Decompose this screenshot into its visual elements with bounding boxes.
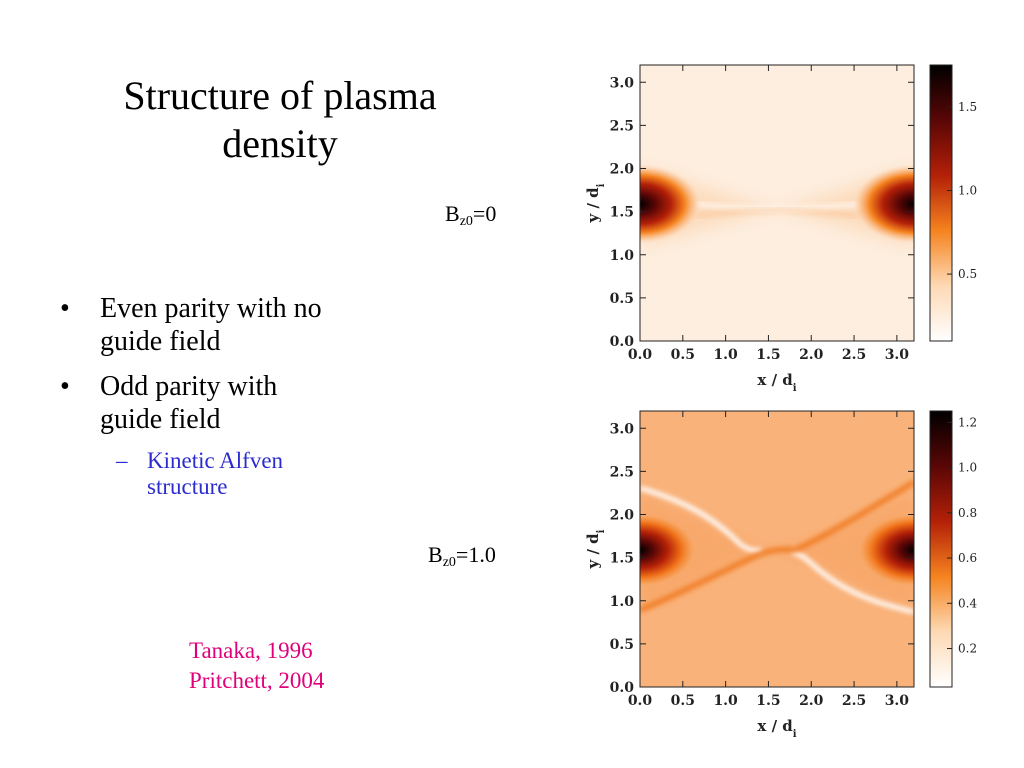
label-subscript: z0 bbox=[459, 214, 473, 229]
label-bz0-zero: Bz0=0 bbox=[445, 201, 496, 230]
y-axis-label: y / di bbox=[584, 529, 607, 569]
y-axis-label-sub: i bbox=[596, 529, 607, 533]
colorbar-tick-label: 1.5 bbox=[958, 100, 977, 114]
x-tick-label: 1.5 bbox=[756, 693, 780, 709]
title-line-2: density bbox=[222, 121, 338, 166]
colorbar-tick-label: 1.0 bbox=[958, 183, 977, 197]
colorbar-tick-label: 1.0 bbox=[958, 461, 977, 475]
x-tick-label: 0.0 bbox=[628, 347, 653, 363]
references: Tanaka, 1996 Pritchett, 2004 bbox=[189, 636, 324, 696]
y-axis-label-text: y / d bbox=[584, 533, 602, 570]
x-tick-label: 0.5 bbox=[671, 693, 695, 709]
x-tick-label: 1.5 bbox=[756, 347, 780, 363]
plot-frame bbox=[639, 410, 915, 688]
bullet-1-line-2: guide field bbox=[100, 326, 221, 357]
bullet-item-2: • Odd parity with guide field bbox=[60, 370, 400, 436]
bullet-item-1: • Even parity with no guide field bbox=[60, 292, 400, 358]
density-field bbox=[640, 65, 914, 341]
bullet-2-line-2: guide field bbox=[100, 404, 221, 435]
y-tick-label: 1.0 bbox=[610, 248, 635, 264]
y-tick-label: 1.5 bbox=[610, 551, 634, 567]
colorbar-tick-label: 0.6 bbox=[958, 551, 977, 565]
label-base: B bbox=[428, 542, 443, 567]
bullet-glyph: • bbox=[60, 371, 70, 402]
colorbar bbox=[929, 410, 953, 688]
sub-bullet-line-2: structure bbox=[147, 474, 228, 499]
colorbar-tick-label: 0.8 bbox=[958, 506, 977, 520]
y-tick-label: 0.5 bbox=[610, 637, 634, 653]
y-tick-label: 3.0 bbox=[610, 421, 635, 437]
x-tick-label: 0.5 bbox=[671, 347, 695, 363]
label-bz0-one: Bz0=1.0 bbox=[428, 542, 496, 571]
label-base: B bbox=[445, 201, 460, 226]
density-plot-svg: 0.0 0.5 1.0 1.5 2.0 2.5 3.0 0.0 0.5 1.0 1.5 2.0 2.5 3… bbox=[584, 410, 977, 740]
slide-title: Structure of plasma density bbox=[80, 72, 480, 168]
x-axis-label-sub: i bbox=[793, 729, 797, 740]
y-tick-label: 2.5 bbox=[610, 464, 634, 480]
colorbar bbox=[929, 64, 953, 342]
reference-pritchett: Pritchett, 2004 bbox=[189, 668, 325, 693]
reference-tanaka: Tanaka, 1996 bbox=[189, 638, 313, 663]
density-plot-no-guide-field: 0.0 0.5 1.0 1.5 2.0 2.5 3.0 0.0 0.5 1.0 1.5 2.0 2.5 3… bbox=[560, 58, 1000, 398]
y-tick-label: 2.0 bbox=[610, 508, 635, 524]
y-tick-label: 1.5 bbox=[610, 205, 634, 221]
sub-bullet-line-1: Kinetic Alfven bbox=[147, 448, 284, 473]
x-tick-label: 1.0 bbox=[713, 347, 738, 363]
density-field bbox=[640, 411, 914, 687]
y-axis-label-text: y / d bbox=[584, 187, 602, 224]
y-tick-label: 2.0 bbox=[610, 162, 635, 178]
x-tick-label: 2.5 bbox=[842, 693, 866, 709]
y-tick-label: 0.0 bbox=[610, 680, 635, 696]
bullet-list: • Even parity with no guide field • Odd … bbox=[60, 292, 400, 500]
sub-bullet-glyph: – bbox=[116, 448, 128, 473]
title-line-1: Structure of plasma bbox=[123, 73, 437, 118]
x-axis-label-text: x / d bbox=[757, 371, 793, 389]
density-plot-svg: 0.0 0.5 1.0 1.5 2.0 2.5 3.0 0.0 0.5 1.0 1.5 2.0 2.5 3… bbox=[584, 64, 977, 394]
bullet-2-line-1: Odd parity with bbox=[100, 371, 278, 402]
colorbar-tick-label: 0.4 bbox=[958, 596, 977, 610]
y-tick-label: 0.5 bbox=[610, 291, 634, 307]
y-tick-label: 0.0 bbox=[610, 334, 635, 350]
x-tick-label: 2.5 bbox=[842, 347, 866, 363]
density-plot-guide-field: 0.0 0.5 1.0 1.5 2.0 2.5 3.0 0.0 0.5 1.0 1.5 2.0 2.5 3… bbox=[560, 404, 1000, 744]
label-value: =1.0 bbox=[455, 542, 496, 567]
y-axis-label: y / di bbox=[584, 183, 607, 223]
x-axis-label: x / di bbox=[757, 717, 796, 740]
colorbar-tick-label: 0.2 bbox=[958, 642, 977, 656]
colorbar-tick-label: 1.2 bbox=[958, 415, 977, 429]
sub-bullet-item: – Kinetic Alfven structure bbox=[116, 448, 400, 500]
bullet-glyph: • bbox=[60, 293, 70, 324]
x-tick-label: 3.0 bbox=[885, 693, 910, 709]
x-tick-label: 2.0 bbox=[799, 347, 824, 363]
x-axis-label-text: x / d bbox=[757, 717, 793, 735]
x-tick-label: 1.0 bbox=[713, 693, 738, 709]
x-tick-label: 0.0 bbox=[628, 693, 653, 709]
x-axis-label: x / di bbox=[757, 371, 796, 394]
y-tick-label: 3.0 bbox=[610, 75, 635, 91]
x-axis-label-sub: i bbox=[793, 383, 797, 394]
label-subscript: z0 bbox=[442, 555, 456, 570]
plot-frame bbox=[639, 64, 915, 342]
y-tick-label: 2.5 bbox=[610, 118, 634, 134]
y-axis-label-sub: i bbox=[596, 183, 607, 187]
colorbar-tick-label: 0.5 bbox=[958, 267, 977, 281]
bullet-1-line-1: Even parity with no bbox=[100, 293, 322, 324]
y-tick-label: 1.0 bbox=[610, 594, 635, 610]
x-tick-label: 3.0 bbox=[885, 347, 910, 363]
label-value: =0 bbox=[472, 201, 497, 226]
x-tick-label: 2.0 bbox=[799, 693, 824, 709]
